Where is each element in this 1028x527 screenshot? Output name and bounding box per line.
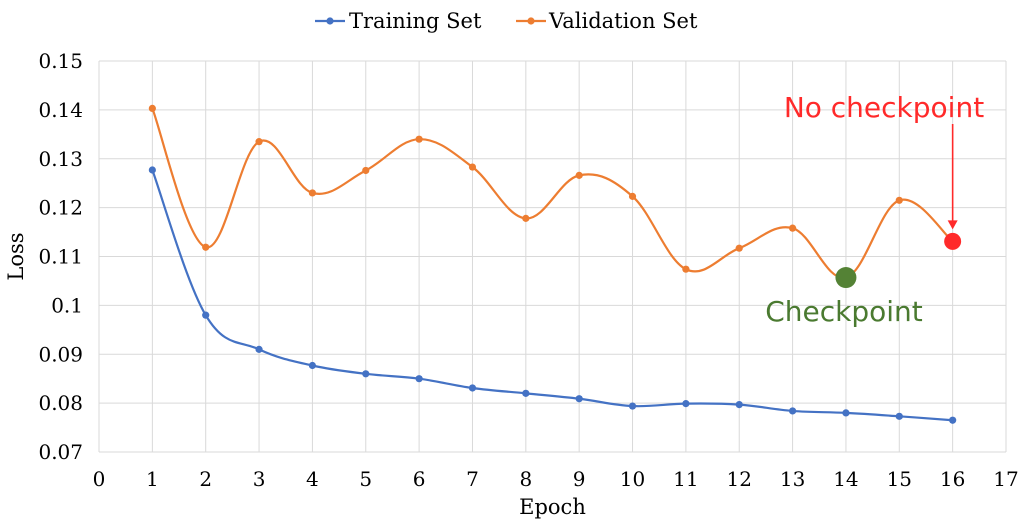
training-set-point: [468, 384, 477, 392]
checkpoint-marker: [835, 267, 857, 289]
training-set-point: [842, 409, 850, 417]
training-set-point: [415, 375, 423, 383]
validation-set-line: [151, 108, 954, 279]
x-tick-label: 12: [727, 467, 752, 491]
validation-set-legend-marker: [527, 17, 535, 25]
validation-set-point: [895, 196, 903, 204]
annotation-layer: No checkpoint Checkpoint: [765, 91, 984, 328]
validation-set-point: [682, 265, 690, 273]
y-tick-label: 0.13: [38, 147, 83, 171]
x-tick-label: 17: [993, 467, 1018, 491]
x-tick-label: 3: [253, 467, 266, 491]
x-tick-label: 15: [887, 467, 912, 491]
y-tick-label: 0.09: [38, 342, 83, 366]
x-tick-label: 9: [573, 467, 586, 491]
validation-set-point: [362, 166, 370, 175]
validation-set-point: [788, 224, 797, 232]
x-tick-label: 10: [620, 467, 645, 491]
x-tick-label: 0: [93, 467, 106, 491]
y-tick-label: 0.07: [38, 440, 83, 464]
y-tick-label: 0.11: [38, 245, 83, 269]
validation-set-point: [628, 192, 637, 200]
training-set-point: [895, 412, 903, 420]
y-tick-label: 0.15: [38, 49, 83, 73]
training-set-point: [308, 361, 317, 370]
validation-set-point: [468, 163, 477, 171]
training-set-point: [788, 407, 797, 415]
training-set-legend-label: Training Set: [349, 9, 482, 33]
x-tick-label: 14: [833, 467, 858, 491]
validation-set-point: [148, 104, 156, 113]
validation-set-point: [735, 244, 743, 252]
training-set-point: [682, 400, 690, 408]
validation-set-point: [308, 189, 317, 197]
y-tick-label: 0.14: [38, 98, 83, 122]
x-tick-label: 2: [199, 467, 212, 491]
validation-set-point: [202, 243, 210, 251]
x-tick-label: 1: [146, 467, 159, 491]
x-tick-label: 5: [359, 467, 372, 491]
validation-set-legend-label: Validation Set: [548, 9, 698, 33]
y-tick-label: 0.12: [38, 196, 83, 220]
x-tick-label: 4: [306, 467, 319, 491]
y-tick-label: 0.08: [38, 391, 83, 415]
checkpoint-label: Checkpoint: [765, 295, 923, 328]
training-set-point: [148, 166, 156, 174]
legend: Training Set Validation Set: [315, 9, 698, 33]
no-checkpoint-label: No checkpoint: [784, 91, 984, 124]
validation-set-point: [522, 214, 530, 222]
training-set-point: [255, 345, 263, 353]
x-tick-label: 6: [413, 467, 426, 491]
training-set-point: [575, 395, 583, 403]
training-set-point: [735, 400, 743, 409]
validation-set-point: [255, 138, 263, 146]
training-set-point: [522, 389, 530, 397]
x-axis-title: Epoch: [519, 495, 586, 519]
training-set-point: [362, 370, 370, 378]
grid-layer: [98, 60, 1007, 453]
validation-set-point: [575, 171, 583, 179]
x-tick-label: 16: [940, 467, 965, 491]
training-set-point: [202, 311, 210, 319]
x-tick-label: 8: [519, 467, 532, 491]
training-set-legend-marker: [326, 17, 334, 25]
series-layer: [148, 104, 957, 424]
no-checkpoint-arrowhead: [947, 220, 958, 230]
axis-layer: 0 1 2 3 4 5 6 7 8 9 10 11 12 13 14 15 16 170.070.080.090.…: [38, 49, 1018, 491]
x-tick-label: 13: [780, 467, 805, 491]
validation-set-point: [415, 135, 423, 143]
x-tick-label: 11: [673, 467, 698, 491]
x-tick-label: 7: [466, 467, 479, 491]
training-set-point: [628, 402, 637, 410]
training-set-point: [949, 416, 957, 424]
no-checkpoint-marker: [944, 232, 962, 250]
y-tick-label: 0.1: [51, 293, 83, 317]
y-axis-title: Loss: [4, 232, 28, 280]
